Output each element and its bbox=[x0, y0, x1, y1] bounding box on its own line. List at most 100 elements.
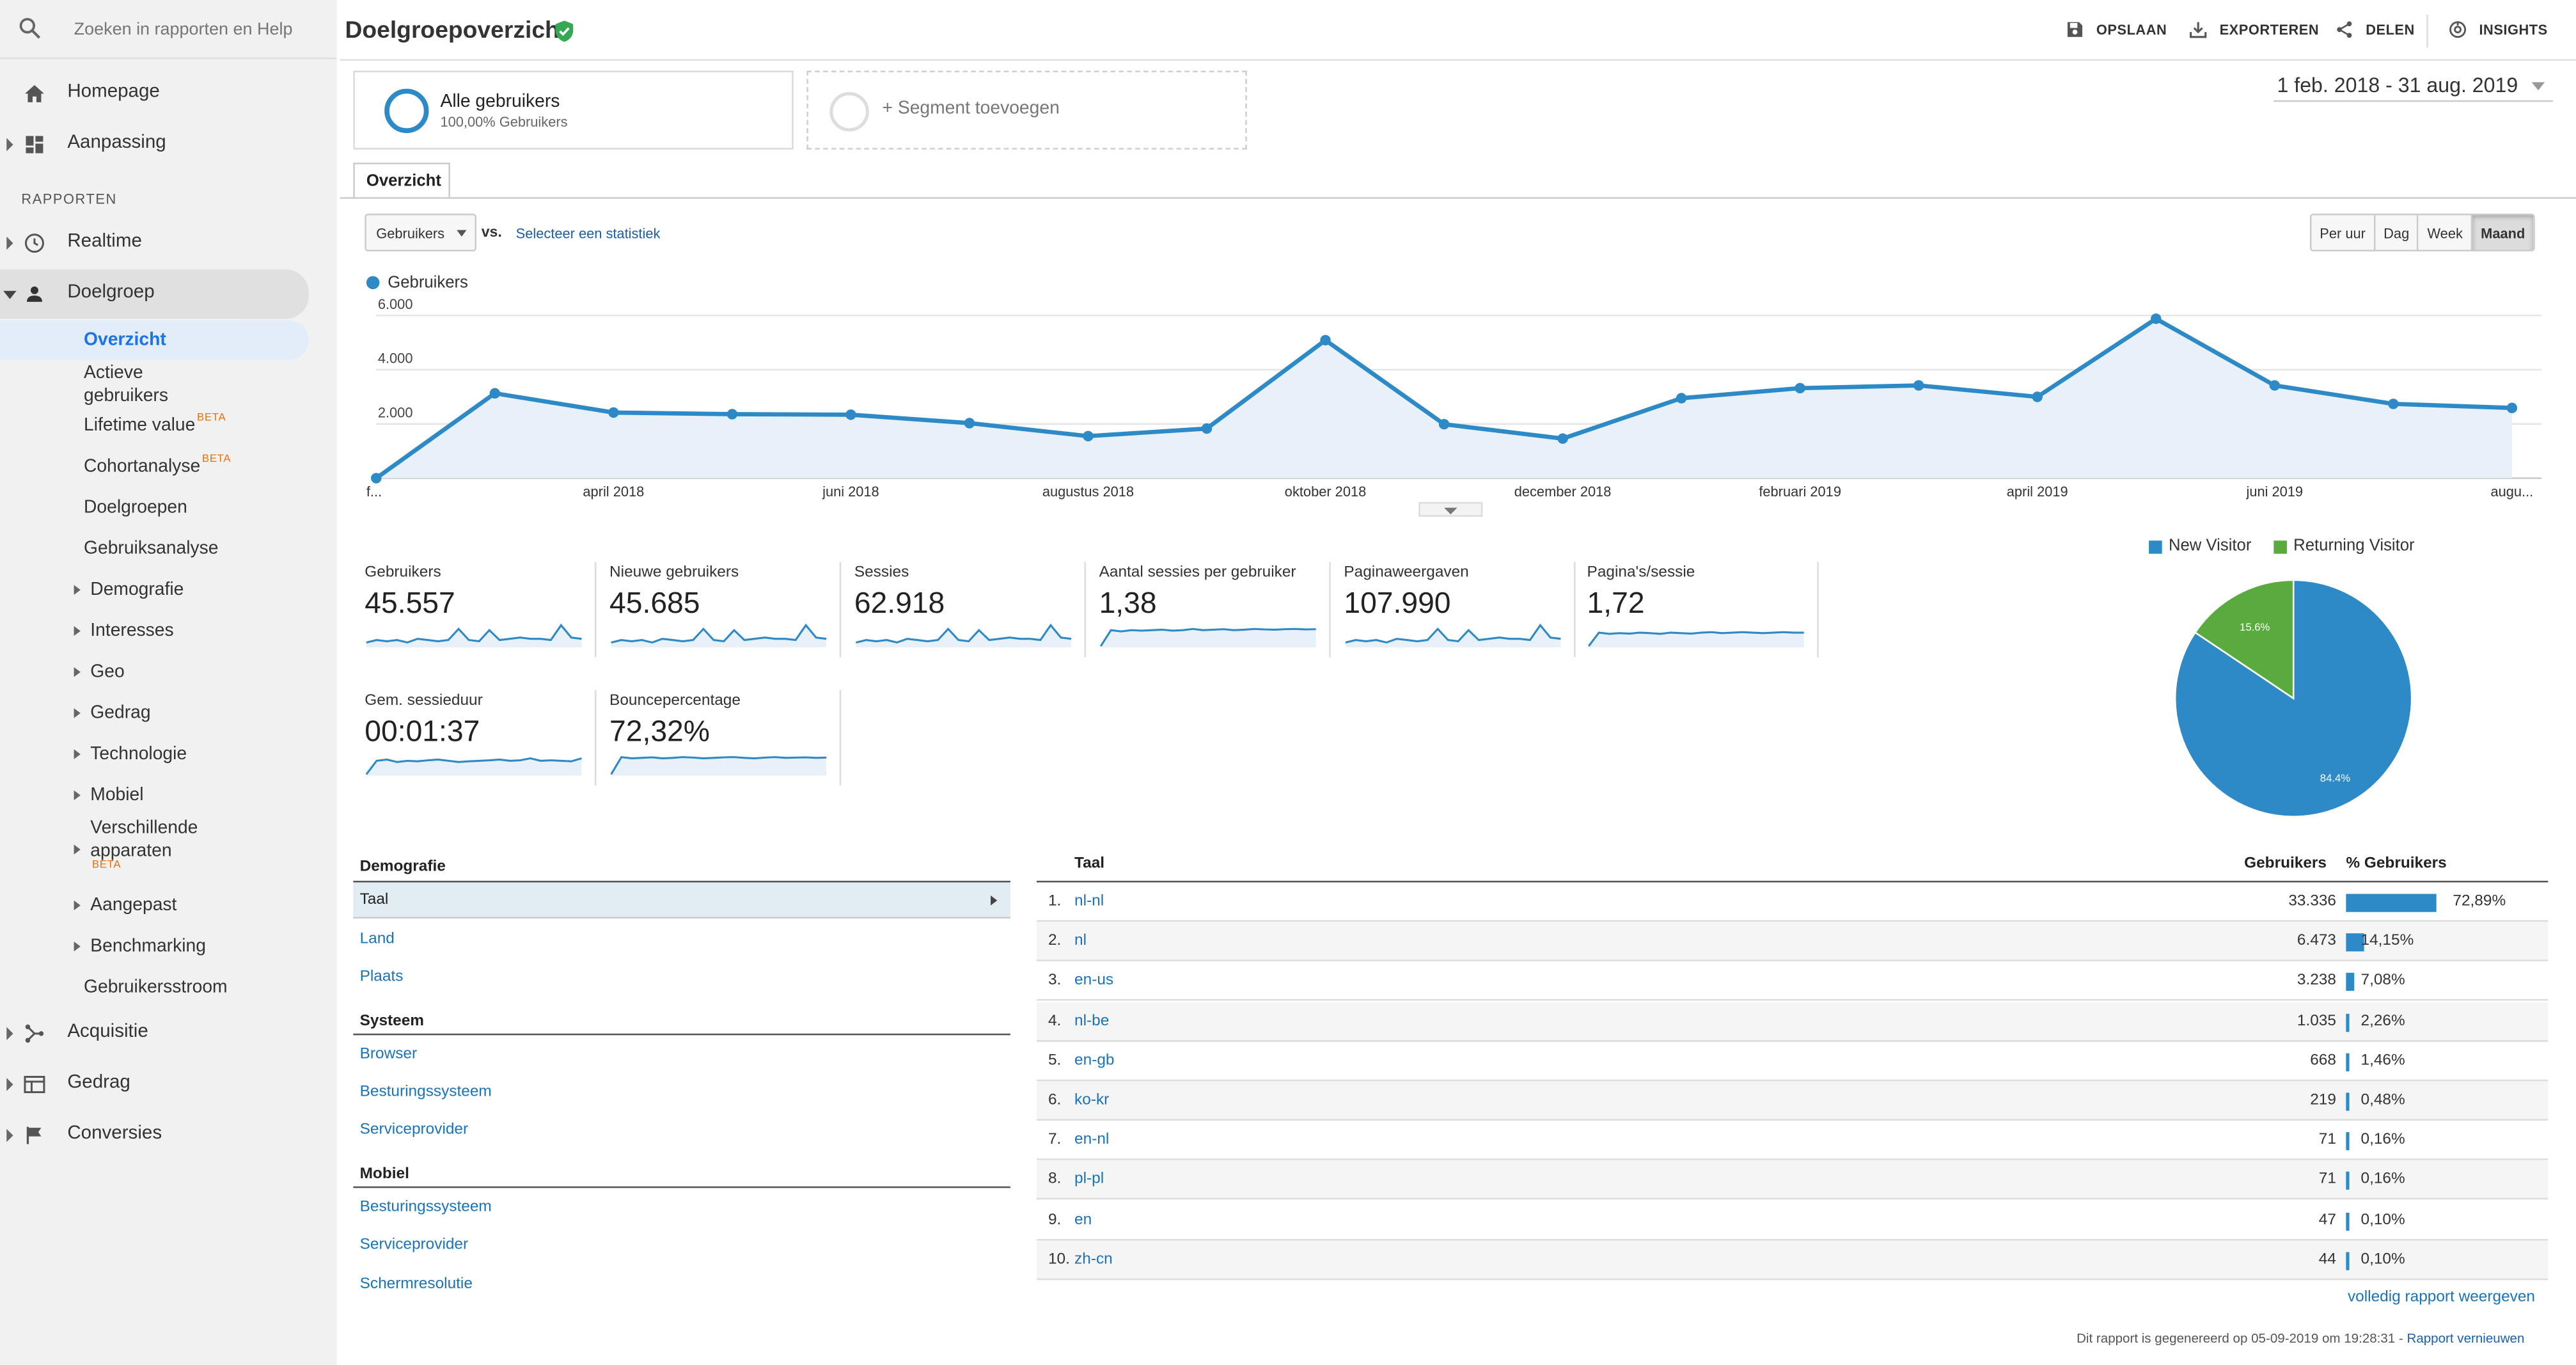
search-input[interactable]: Zoeken in rapporten en Help bbox=[74, 19, 293, 40]
subnav-gebruikersstroom[interactable]: Gebruikersstroom bbox=[0, 977, 312, 1004]
data-point[interactable] bbox=[1083, 430, 1094, 442]
chevron-right-icon bbox=[74, 749, 81, 759]
language-link[interactable]: nl-nl bbox=[1074, 892, 1104, 911]
search-icon[interactable] bbox=[17, 15, 43, 41]
dimension-besturingssysteem[interactable]: Besturingssysteem bbox=[359, 1082, 492, 1101]
granularity-month-button[interactable]: Maand bbox=[2472, 215, 2534, 250]
nav-gedrag[interactable]: Gedrag bbox=[0, 1063, 312, 1106]
subnav-doelgroepen[interactable]: Doelgroepen bbox=[0, 498, 312, 524]
kpi-divider bbox=[839, 690, 842, 785]
dimension-land[interactable]: Land bbox=[359, 929, 395, 949]
subnav-benchmarking[interactable]: Benchmarking bbox=[0, 936, 312, 963]
dimension-serviceprovider[interactable]: Serviceprovider bbox=[359, 1120, 469, 1139]
refresh-report-link[interactable]: Rapport vernieuwen bbox=[2407, 1330, 2525, 1346]
kpi-card[interactable]: Nieuwe gebruikers 45.685 bbox=[609, 564, 840, 662]
language-link[interactable]: nl bbox=[1074, 932, 1087, 951]
kpi-divider bbox=[839, 562, 842, 658]
data-point[interactable] bbox=[2269, 380, 2281, 391]
export-button[interactable]: EXPORTEREN bbox=[2188, 20, 2319, 40]
subnav-technologie[interactable]: Technologie bbox=[0, 745, 312, 771]
data-point[interactable] bbox=[726, 409, 738, 420]
subnav-verschillende-apparaten[interactable]: Verschillende apparaten BETA bbox=[0, 817, 312, 872]
language-link[interactable]: en bbox=[1074, 1210, 1092, 1229]
granularity-hour-button[interactable]: Per uur bbox=[2311, 215, 2376, 250]
save-button[interactable]: OPSLAAN bbox=[2065, 20, 2167, 40]
granularity-week-button[interactable]: Week bbox=[2419, 215, 2473, 250]
subnav-actieve-gebruikers[interactable]: Actieve gebruikers bbox=[0, 361, 312, 407]
add-segment-button[interactable]: + Segment toevoegen bbox=[806, 70, 1247, 150]
data-point[interactable] bbox=[608, 407, 619, 418]
nav-conversies[interactable]: Conversies bbox=[0, 1114, 312, 1157]
subnav-aangepast[interactable]: Aangepast bbox=[0, 896, 312, 922]
nav-doelgroep[interactable]: Doelgroep bbox=[0, 269, 309, 319]
sparkline-area bbox=[856, 625, 1071, 648]
kpi-card[interactable]: Bouncepercentage 72,32% bbox=[609, 692, 840, 791]
sidebar: Zoeken in rapporten en Help Homepage Aan… bbox=[0, 0, 337, 1365]
data-point[interactable] bbox=[2388, 398, 2399, 409]
granularity-day-button[interactable]: Dag bbox=[2375, 215, 2419, 250]
language-link[interactable]: en-us bbox=[1074, 972, 1114, 990]
data-point[interactable] bbox=[489, 388, 501, 399]
date-range-picker[interactable]: 1 feb. 2018 - 31 aug. 2019 bbox=[2277, 74, 2545, 97]
subnav-lifetime-value[interactable]: Lifetime value BETA bbox=[0, 413, 312, 442]
data-point[interactable] bbox=[1795, 383, 1805, 394]
data-point[interactable] bbox=[2151, 313, 2162, 324]
subnav-cohortanalyse[interactable]: Cohortanalyse BETA bbox=[0, 454, 312, 483]
pie-slice[interactable] bbox=[2194, 579, 2295, 700]
subnav-label: Gebruiksanalyse bbox=[84, 539, 219, 559]
subnav-interesses[interactable]: Interesses bbox=[0, 621, 312, 647]
kpi-card[interactable]: Aantal sessies per gebruiker 1,38 bbox=[1099, 564, 1330, 662]
data-point[interactable] bbox=[1913, 380, 1924, 391]
kpi-card[interactable]: Pagina's/sessie 1,72 bbox=[1587, 564, 1818, 662]
insights-button[interactable]: INSIGHTS bbox=[2448, 20, 2548, 40]
tab-overzicht[interactable]: Overzicht bbox=[353, 162, 450, 199]
dimension-browser[interactable]: Browser bbox=[359, 1045, 418, 1064]
legend-swatch bbox=[366, 276, 380, 290]
dimension-mobiel-besturingssysteem[interactable]: Besturingssysteem bbox=[359, 1197, 492, 1216]
kpi-card[interactable]: Sessies 62.918 bbox=[854, 564, 1085, 662]
language-link[interactable]: en-nl bbox=[1074, 1130, 1110, 1149]
dimension-taal[interactable]: Taal bbox=[353, 882, 1010, 919]
nav-homepage[interactable]: Homepage bbox=[0, 72, 312, 115]
search-bar[interactable]: Zoeken in rapporten en Help bbox=[0, 0, 337, 59]
dimension-schermresolutie[interactable]: Schermresolutie bbox=[359, 1275, 473, 1293]
behavior-icon bbox=[24, 1075, 45, 1093]
language-link[interactable]: en-gb bbox=[1074, 1051, 1115, 1069]
subnav-overzicht[interactable]: Overzicht bbox=[0, 320, 309, 360]
language-link[interactable]: zh-cn bbox=[1074, 1250, 1113, 1268]
kpi-card[interactable]: Gebruikers 45.557 bbox=[365, 564, 595, 662]
select-statistic-link[interactable]: Selecteer een statistiek bbox=[515, 225, 661, 242]
language-link[interactable]: nl-be bbox=[1074, 1011, 1110, 1030]
language-link[interactable]: ko-kr bbox=[1074, 1091, 1110, 1110]
kpi-card[interactable]: Paginaweergaven 107.990 bbox=[1344, 564, 1574, 662]
segment-all-users[interactable]: Alle gebruikers 100,00% Gebruikers bbox=[353, 70, 794, 150]
data-point[interactable] bbox=[2506, 402, 2518, 413]
full-report-link[interactable]: volledig rapport weergeven bbox=[2347, 1288, 2536, 1307]
subnav-geo[interactable]: Geo bbox=[0, 662, 312, 688]
subnav-mobiel[interactable]: Mobiel bbox=[0, 785, 312, 812]
nav-realtime[interactable]: Realtime bbox=[0, 222, 312, 265]
share-button[interactable]: DELEN bbox=[2334, 20, 2414, 40]
export-label: EXPORTEREN bbox=[2219, 21, 2320, 38]
data-point[interactable] bbox=[371, 473, 382, 484]
dimension-plaats[interactable]: Plaats bbox=[359, 968, 404, 986]
section-divider bbox=[353, 1186, 1010, 1188]
data-point[interactable] bbox=[1676, 393, 1687, 404]
data-point[interactable] bbox=[964, 418, 975, 429]
subnav-demografie[interactable]: Demografie bbox=[0, 580, 312, 606]
nav-acquisitie[interactable]: Acquisitie bbox=[0, 1012, 312, 1055]
metric-select[interactable]: Gebruikers bbox=[365, 213, 476, 252]
data-point[interactable] bbox=[845, 409, 856, 420]
data-point[interactable] bbox=[2032, 391, 2043, 402]
data-point[interactable] bbox=[1201, 423, 1213, 434]
data-point[interactable] bbox=[1438, 418, 1450, 430]
subnav-gedrag[interactable]: Gedrag bbox=[0, 703, 312, 729]
data-point[interactable] bbox=[1557, 433, 1568, 444]
subnav-gebruiksanalyse[interactable]: Gebruiksanalyse bbox=[0, 539, 312, 565]
dimension-mobiel-serviceprovider[interactable]: Serviceprovider bbox=[359, 1235, 469, 1254]
language-link[interactable]: pl-pl bbox=[1074, 1171, 1104, 1189]
data-point[interactable] bbox=[1320, 335, 1331, 346]
users-value: 44 bbox=[2318, 1250, 2336, 1268]
nav-aanpassing[interactable]: Aanpassing bbox=[0, 123, 312, 166]
kpi-card[interactable]: Gem. sessieduur 00:01:37 bbox=[365, 692, 595, 791]
